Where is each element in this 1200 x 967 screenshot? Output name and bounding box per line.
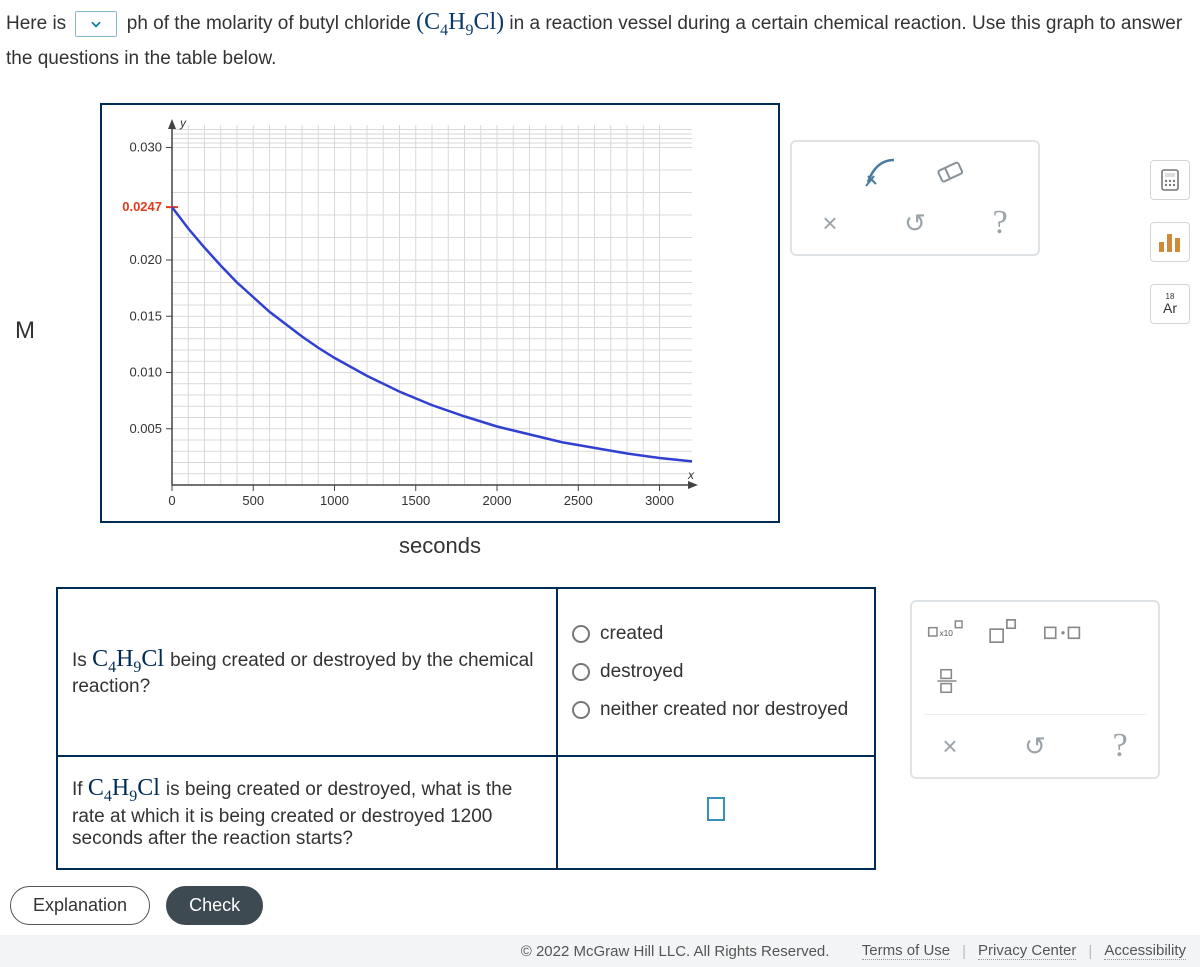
undo-icon[interactable]: ↺ — [904, 208, 926, 239]
superscript-icon[interactable] — [982, 614, 1028, 648]
q1-options-cell: created destroyed neither created nor de… — [557, 588, 875, 756]
intro-pre: Here is — [6, 13, 66, 34]
multiply-icon[interactable] — [1040, 614, 1086, 648]
check-button[interactable]: Check — [166, 886, 263, 925]
help-icon[interactable]: ? — [993, 204, 1008, 242]
question-text: Here is ph of the molarity of butyl chlo… — [0, 0, 1200, 73]
q2-answer-cell — [557, 756, 875, 869]
option-label: neither created nor destroyed — [600, 699, 848, 721]
close-icon[interactable]: × — [942, 731, 957, 762]
radio-icon[interactable] — [572, 701, 590, 719]
footer: © 2022 McGraw Hill LLC. All Rights Reser… — [0, 935, 1200, 967]
entry-tool-panel: x10 × ↺ ? — [910, 600, 1160, 779]
q2-cell: If C4H9Cl is being created or destroyed,… — [57, 756, 557, 869]
svg-text:2000: 2000 — [483, 493, 512, 508]
eraser-icon[interactable] — [930, 154, 966, 190]
chart-svg[interactable]: y x 0 500 1000 1500 2000 2500 3000 0.005 0.010 0.01… — [112, 115, 742, 515]
q2-prefix: If — [72, 779, 83, 800]
svg-text:0.005: 0.005 — [129, 421, 162, 436]
compound-inline: C4H9Cl — [88, 775, 166, 801]
chevron-down-icon — [89, 17, 103, 31]
q1-cell: Is C4H9Cl being created or destroyed by … — [57, 588, 557, 756]
svg-text:0: 0 — [168, 493, 175, 508]
option-label: destroyed — [600, 661, 683, 683]
svg-text:1500: 1500 — [401, 493, 430, 508]
compound-inline: C4H9Cl — [92, 646, 170, 672]
explanation-button[interactable]: Explanation — [10, 886, 150, 925]
curve-tool-icon[interactable] — [864, 154, 900, 190]
svg-text:0.015: 0.015 — [129, 308, 162, 323]
svg-text:0.030: 0.030 — [129, 140, 162, 155]
question-table: Is C4H9Cl being created or destroyed by … — [56, 587, 876, 870]
periodic-table-icon[interactable]: 18 Ar — [1150, 284, 1190, 324]
radio-icon[interactable] — [572, 625, 590, 643]
privacy-link[interactable]: Privacy Center — [978, 942, 1076, 960]
table-row: Is C4H9Cl being created or destroyed by … — [57, 588, 875, 756]
sci-notation-icon[interactable]: x10 — [924, 614, 970, 648]
separator: | — [962, 943, 966, 960]
undo-icon[interactable]: ↺ — [1024, 731, 1046, 762]
x-axis-label: seconds — [100, 533, 780, 559]
svg-text:0.0247: 0.0247 — [122, 199, 162, 214]
table-row: If C4H9Cl is being created or destroyed,… — [57, 756, 875, 869]
chart-frame: y x 0 500 1000 1500 2000 2500 3000 0.005 0.010 0.01… — [100, 103, 780, 523]
svg-text:3000: 3000 — [645, 493, 674, 508]
svg-text:0.010: 0.010 — [129, 365, 162, 380]
svg-text:1000: 1000 — [320, 493, 349, 508]
bottom-actions: Explanation Check — [0, 878, 1200, 925]
calculator-icon[interactable] — [1150, 160, 1190, 200]
accessibility-link[interactable]: Accessibility — [1104, 942, 1186, 960]
graph-tool-panel: × ↺ ? — [790, 140, 1040, 256]
y-axis-label: M — [15, 317, 35, 345]
ar-symbol: Ar — [1163, 301, 1177, 315]
svg-text:x10: x10 — [940, 628, 954, 638]
terms-link[interactable]: Terms of Use — [862, 942, 950, 960]
svg-text:2500: 2500 — [564, 493, 593, 508]
bar-chart-icon[interactable] — [1150, 222, 1190, 262]
chart-container: M yx0500100015002000250030000.0050.0100.… — [100, 103, 780, 559]
q1-prefix: Is — [72, 650, 87, 671]
side-toolbar: 18 Ar — [1150, 160, 1190, 324]
separator: | — [1088, 943, 1092, 960]
close-icon[interactable]: × — [822, 208, 837, 239]
option-label: created — [600, 623, 663, 645]
answer-input[interactable] — [707, 797, 725, 821]
option-created[interactable]: created — [572, 623, 860, 645]
svg-text:y: y — [179, 116, 187, 130]
compound-formula: (C4H9Cl) — [416, 9, 504, 35]
svg-text:0.020: 0.020 — [129, 252, 162, 267]
radio-icon[interactable] — [572, 663, 590, 681]
option-destroyed[interactable]: destroyed — [572, 661, 860, 683]
help-icon[interactable]: ? — [1113, 727, 1128, 765]
svg-text:x: x — [687, 468, 695, 482]
hint-dropdown[interactable] — [75, 11, 117, 37]
copyright-text: © 2022 McGraw Hill LLC. All Rights Reser… — [521, 943, 830, 960]
intro-post: ph of the molarity of butyl chloride — [127, 13, 411, 34]
svg-text:500: 500 — [242, 493, 264, 508]
fraction-icon[interactable] — [924, 664, 970, 698]
option-neither[interactable]: neither created nor destroyed — [572, 699, 860, 721]
